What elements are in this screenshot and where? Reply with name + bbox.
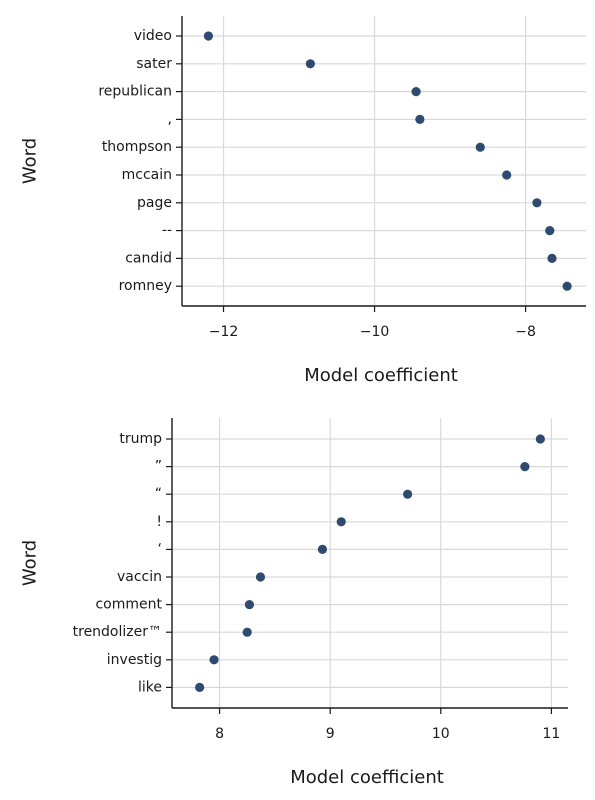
data-point: [305, 59, 315, 69]
x-tick-label: −10: [360, 324, 390, 340]
y-tick-label: republican: [98, 84, 172, 100]
y-axis-title: Word: [20, 540, 41, 586]
x-tick-label: −8: [515, 324, 536, 340]
data-point: [195, 682, 205, 693]
data-point: [475, 142, 485, 152]
y-tick-label: trendolizer™: [73, 624, 162, 640]
data-point: [403, 489, 413, 499]
data-point: [415, 114, 425, 124]
y-tick-label: “: [155, 486, 162, 502]
x-tick-label: 8: [215, 726, 224, 742]
y-tick-label: ‘: [158, 541, 162, 557]
data-point: [255, 572, 266, 582]
y-tick-label: trump: [119, 431, 162, 447]
data-point: [520, 462, 530, 472]
x-tick-label: 9: [326, 726, 335, 742]
x-tick-label: 11: [542, 726, 560, 742]
data-point: [336, 517, 346, 527]
y-tick-label: comment: [95, 597, 162, 613]
y-tick-label: page: [137, 195, 172, 211]
data-point: [535, 434, 545, 444]
y-tick-label: --: [162, 223, 172, 239]
y-tick-label: thompson: [102, 139, 172, 155]
y-tick-label: candid: [125, 250, 172, 266]
data-point: [209, 655, 219, 665]
y-tick-label: like: [138, 679, 162, 695]
data-point: [547, 253, 557, 263]
y-tick-label: ”: [155, 459, 162, 475]
data-point: [244, 600, 255, 610]
data-point: [532, 198, 542, 208]
data-point: [562, 281, 572, 291]
data-point: [317, 544, 328, 555]
data-point: [502, 170, 512, 180]
y-tick-label: romney: [119, 278, 172, 294]
y-tick-label: video: [134, 28, 172, 44]
x-axis-title: Model coefficient: [304, 365, 458, 386]
y-tick-label: investig: [107, 652, 162, 668]
data-point: [411, 87, 421, 97]
data-point: [203, 31, 214, 41]
y-axis-title: Word: [20, 138, 41, 184]
x-tick-label: 10: [432, 726, 450, 742]
x-tick-label: −12: [209, 324, 239, 340]
x-axis-title: Model coefficient: [290, 767, 444, 788]
y-tick-label: mccain: [122, 167, 172, 183]
y-tick-label: sater: [136, 56, 172, 72]
data-point: [545, 226, 555, 236]
y-tick-label: vaccin: [117, 569, 162, 585]
y-tick-label: ,: [168, 111, 172, 127]
y-tick-label: !: [156, 514, 162, 530]
data-point: [242, 627, 252, 637]
